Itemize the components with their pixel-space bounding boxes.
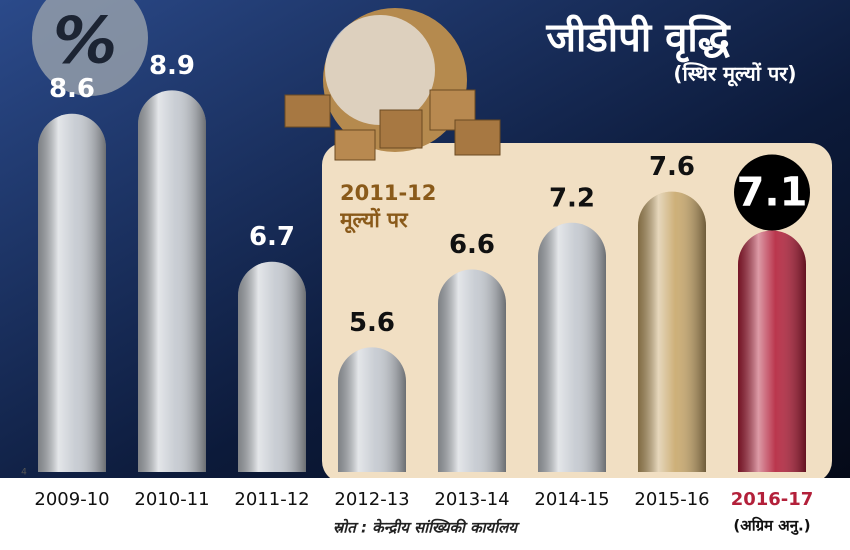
value-label: 7.2 (549, 183, 595, 213)
value-label: 7.6 (649, 152, 695, 182)
chart-subtitle: (स्थिर मूल्यों पर) (673, 62, 796, 87)
percent-badge (32, 0, 148, 96)
bar-shine (38, 113, 106, 472)
bar-shine (738, 230, 806, 472)
value-label: 5.6 (349, 308, 395, 338)
annotation: 2011-12 मूल्यों पर (340, 181, 437, 233)
bar-shine (138, 90, 206, 472)
x-tick-label: 2012-13 (334, 489, 409, 510)
bar-shine (438, 269, 506, 472)
x-tick-label: 2014-15 (534, 489, 609, 510)
unit-symbol: % (53, 5, 117, 79)
x-tick-label: 2009-10 (34, 489, 109, 510)
bar-shine (338, 347, 406, 472)
x-tick-label: 2013-14 (434, 489, 509, 510)
x-tick-label: 2010-11 (134, 489, 209, 510)
bar-shine (638, 191, 706, 472)
bar-shine (238, 261, 306, 472)
value-label: 6.7 (249, 222, 295, 252)
chart-title: जीडीपी वृद्धि (545, 14, 730, 63)
x-tick-label: 2011-12 (234, 489, 309, 510)
source: स्रोत : केन्द्रीय सांख्यिकी कार्यालय (333, 519, 520, 537)
value-label: 8.6 (49, 74, 95, 104)
bar-shine (538, 222, 606, 472)
globe-illustration (284, 8, 501, 161)
annotation-box: 2011-12 मूल्यों पर (340, 181, 437, 233)
category-note: (अग्रिम अनु.) (733, 517, 810, 536)
value-label: 6.6 (449, 230, 495, 260)
x-tick-label: 2016-17 (731, 489, 814, 510)
x-tick-label: 2015-16 (634, 489, 709, 510)
value-label: 8.9 (149, 51, 195, 81)
y-tick-label: 4 (21, 468, 27, 478)
value-badge (734, 154, 810, 231)
footer-band (0, 478, 850, 550)
value-label: 7.1 (737, 170, 808, 216)
